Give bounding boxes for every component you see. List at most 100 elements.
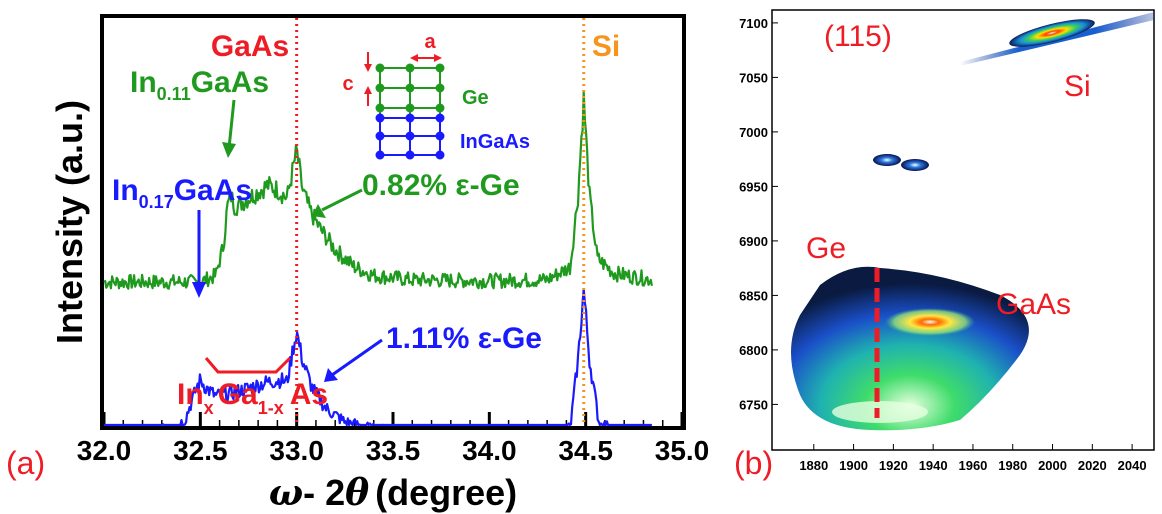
b-x-tick-label: 1980 (998, 458, 1027, 473)
inset-c-label: c (342, 73, 353, 95)
x-tick-label: 33.0 (269, 435, 324, 466)
inxgaas-label: Inx Ga1-x As (177, 378, 328, 418)
panel-b-label: (b) (734, 445, 773, 481)
panel-a-frame (100, 14, 686, 430)
panel-a-x-ticks: 32.0 32.5 33.0 33.5 34.0 34.5 35.0 (77, 412, 710, 466)
inset-a-label: a (424, 31, 436, 53)
b-x-tick-label: 1900 (839, 458, 868, 473)
ge-peak (832, 401, 928, 423)
inset-ingaas-label: InGaAs (460, 131, 530, 153)
lattice-atom-blue (435, 131, 445, 141)
si-label: Si (592, 30, 620, 63)
lattice-atom-blue (375, 131, 385, 141)
strain-green-arrow-shaft (321, 188, 363, 212)
in017-in: In (112, 174, 139, 207)
x-axis-label: ω- 2θ (degree) (269, 472, 517, 514)
series-line-green (103, 90, 653, 291)
lattice-atom-green (375, 63, 385, 73)
small-peak-lower (901, 159, 929, 171)
lattice-atom-green (375, 83, 385, 93)
lattice-atom-green (435, 63, 445, 73)
inxgaas-as: As (290, 378, 328, 411)
inxgaas-bracket (204, 356, 292, 374)
panel-a-series (103, 90, 653, 427)
b-y-tick-label: 6900 (739, 234, 768, 249)
in011-label: In0.11GaAs (130, 66, 269, 104)
strain-green-label: 0.82% ε-Ge (362, 169, 520, 202)
b-x-tick-label: 2040 (1118, 458, 1147, 473)
gaas-peak (885, 308, 975, 336)
lattice-atom-green (435, 83, 445, 93)
panel-b-si-label: Si (1064, 70, 1091, 103)
panel-b-ticks: 1880 1900 1920 1940 1960 1980 2000 2020 2040 6750… (739, 16, 1146, 473)
panel-b-title: (115) (824, 20, 892, 53)
strain-green-arrow-head (312, 204, 326, 218)
in011-in: In (130, 66, 157, 99)
b-x-tick-label: 1940 (919, 458, 948, 473)
lattice-atom-green (405, 63, 415, 73)
b-y-tick-label: 6750 (739, 397, 768, 412)
b-x-tick-label: 1880 (799, 458, 828, 473)
ge-gaas-map (791, 266, 1029, 431)
inxgaas-1x: 1-x (258, 398, 284, 418)
si-peak (1009, 19, 1095, 47)
in011-sub: 0.11 (157, 84, 191, 104)
inset-c-arrowhead (364, 86, 372, 94)
strain-blue-label: 1.11% ε-Ge (386, 322, 542, 355)
inset-a-arrowhead (410, 54, 418, 62)
lattice-atom-blue (375, 113, 385, 123)
gaas-label: GaAs (211, 30, 289, 63)
x-tick-label: 34.5 (558, 435, 613, 466)
x-tick-label: 33.5 (366, 435, 421, 466)
lattice-atom-green (405, 83, 415, 93)
b-y-tick-label: 7050 (739, 70, 768, 85)
lattice-atom-blue (405, 150, 415, 160)
in011-arrow-head (222, 142, 236, 158)
lattice-atom-blue (375, 150, 385, 160)
lattice-atom-green (435, 103, 445, 113)
panel-b: 1880 1900 1920 1940 1960 1980 2000 2020 2040 6750… (734, 9, 1155, 481)
x-tick-label: 32.0 (77, 435, 132, 466)
b-y-tick-label: 6950 (739, 179, 768, 194)
panel-a-label: (a) (6, 445, 45, 481)
inset-c-arrowhead (364, 64, 372, 72)
lattice-atom-green (375, 103, 385, 113)
inxgaas-in: In (177, 378, 204, 411)
lattice-atom-blue (435, 113, 445, 123)
panel-b-ge-label: Ge (806, 232, 846, 265)
lattice-atom-blue (405, 131, 415, 141)
y-axis-label: Intensity (a.u.) (49, 100, 90, 344)
b-x-tick-label: 2000 (1038, 458, 1067, 473)
panel-b-gaas-label: GaAs (996, 288, 1071, 321)
in017-label: In0.17GaAs (112, 174, 252, 212)
x-tick-label: 35.0 (655, 435, 710, 466)
b-x-tick-label: 2020 (1078, 458, 1107, 473)
x-axis-unit: (degree) (375, 472, 517, 513)
x-tick-label: 32.5 (173, 435, 228, 466)
inxgaas-x: x (204, 398, 214, 418)
lattice-atom-blue (435, 150, 445, 160)
inset-a-arrowhead (434, 54, 442, 62)
x-axis-minus: - 2 (303, 472, 345, 513)
x-tick-label: 34.0 (462, 435, 517, 466)
in011-arrow-shaft (227, 99, 236, 149)
strain-blue-arrow-head (324, 368, 338, 382)
x-axis-omega: ω (269, 472, 303, 514)
inset-ge-label: Ge (462, 87, 489, 109)
in017-sub: 0.17 (139, 192, 174, 212)
inxgaas-ga: Ga (218, 378, 258, 411)
b-x-tick-label: 1920 (879, 458, 908, 473)
in011-gaas: GaAs (191, 66, 269, 99)
lattice-atom-blue (405, 113, 415, 123)
strain-blue-arrow-shaft (331, 338, 383, 377)
x-axis-theta: θ (345, 472, 369, 514)
b-y-tick-label: 6850 (739, 288, 768, 303)
b-y-tick-label: 7100 (739, 16, 768, 31)
panel-a: 32.0 32.5 33.0 33.5 34.0 34.5 35.0 Intensity (… (6, 14, 710, 514)
series-line-blue (104, 288, 652, 427)
small-peak-upper (873, 154, 901, 166)
b-y-tick-label: 7000 (739, 125, 768, 140)
b-y-tick-label: 6800 (739, 343, 768, 358)
in017-arrow-head (192, 282, 206, 298)
